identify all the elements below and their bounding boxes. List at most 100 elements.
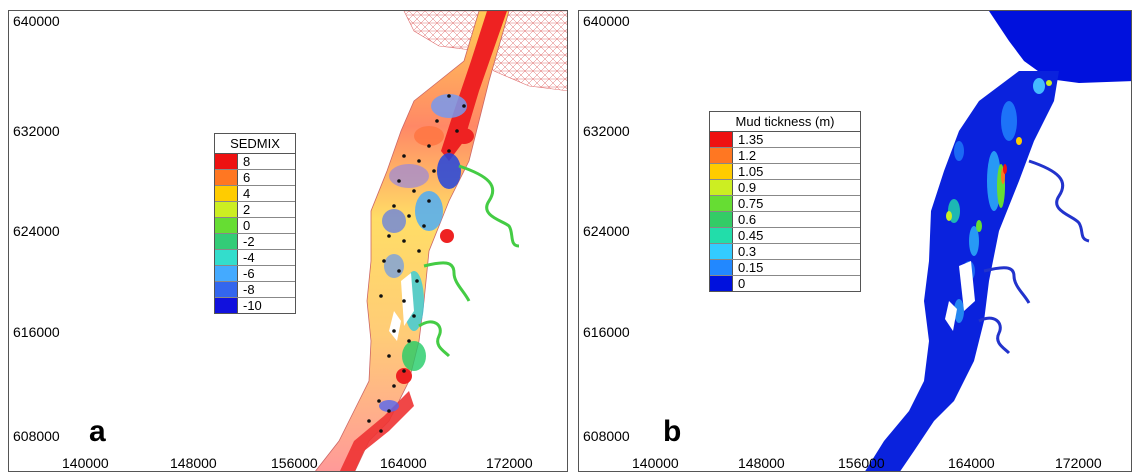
legend-label: 1.35 xyxy=(738,132,764,147)
legend-swatch xyxy=(710,132,733,147)
y-tick: 616000 xyxy=(13,324,60,340)
legend-swatch xyxy=(710,276,733,291)
panel-letter: b xyxy=(663,415,682,448)
legend-label: -10 xyxy=(243,298,262,313)
legend-swatch xyxy=(215,298,238,313)
y-tick: 624000 xyxy=(13,223,60,239)
main-channel xyxy=(441,11,507,161)
x-tick: 148000 xyxy=(738,455,785,471)
legend-entry: 0 xyxy=(710,275,860,291)
legend-entry: -6 xyxy=(215,265,295,281)
y-tick: 608000 xyxy=(583,428,630,444)
legend-entry: 0.9 xyxy=(710,179,860,195)
x-tick: 172000 xyxy=(1055,455,1102,471)
legend-entry: 0.15 xyxy=(710,259,860,275)
legend-label: -4 xyxy=(243,250,255,265)
legend-label: -6 xyxy=(243,266,255,281)
legend-entry: 0.6 xyxy=(710,211,860,227)
legend-entry: 1.35 xyxy=(710,132,860,147)
y-tick: 640000 xyxy=(13,13,60,29)
legend-label: 8 xyxy=(243,154,251,169)
legend-label: 2 xyxy=(243,202,251,217)
panel-letter: a xyxy=(89,415,106,448)
lower-channel xyxy=(339,391,414,471)
x-tick: 148000 xyxy=(170,455,217,471)
legend-entry: 8 xyxy=(215,154,295,169)
legend-swatch xyxy=(710,180,733,195)
legend-swatch xyxy=(710,228,733,243)
tributary xyxy=(983,266,1031,304)
legend-swatch xyxy=(710,212,733,227)
y-tick: 632000 xyxy=(583,123,630,139)
legend-entry: 1.05 xyxy=(710,163,860,179)
legend-swatch xyxy=(710,196,733,211)
legend-entry: -4 xyxy=(215,249,295,265)
legend-label: 0.75 xyxy=(738,196,764,211)
legend-label: 1.05 xyxy=(738,164,764,179)
legend-rows: 1.35 1.2 1.05 0.9 0.75 0.6 0.45 0.3 0.15… xyxy=(710,132,860,291)
legend-label: 0 xyxy=(243,218,251,233)
legend-label: 4 xyxy=(243,186,251,201)
estuary-map-b xyxy=(865,11,1131,471)
x-tick: 164000 xyxy=(380,455,427,471)
y-tick: 640000 xyxy=(583,13,630,29)
legend-entry: 4 xyxy=(215,185,295,201)
legend-swatch xyxy=(710,148,733,163)
legend-swatch xyxy=(710,244,733,259)
legend-swatch xyxy=(215,250,238,265)
tributary xyxy=(418,320,451,358)
x-tick: 156000 xyxy=(271,455,318,471)
x-tick: 140000 xyxy=(632,455,679,471)
legend-label: 0.3 xyxy=(738,244,757,259)
legend-entry: 0.45 xyxy=(710,227,860,243)
x-tick: 156000 xyxy=(838,455,885,471)
legend-label: 0.45 xyxy=(738,228,764,243)
legend-label: -8 xyxy=(243,282,255,297)
legend-label: 0.9 xyxy=(738,180,757,195)
y-tick: 632000 xyxy=(13,123,60,139)
legend-sedmix: SEDMIX 8 6 4 2 0 -2 -4 -6 -8 -10 xyxy=(214,133,296,314)
map-panel-a: 640000 632000 624000 616000 608000 a SED… xyxy=(8,10,568,472)
legend-label: 6 xyxy=(243,170,251,185)
legend-entry: 0.75 xyxy=(710,195,860,211)
legend-swatch xyxy=(710,164,733,179)
x-tick: 164000 xyxy=(948,455,995,471)
tributary xyxy=(1028,159,1090,243)
legend-label: 0.15 xyxy=(738,260,764,275)
legend-entry: 0 xyxy=(215,217,295,233)
legend-swatch xyxy=(215,234,238,249)
legend-swatch xyxy=(215,266,238,281)
legend-mud-thickness: Mud tickness (m) 1.35 1.2 1.05 0.9 0.75 … xyxy=(709,111,861,292)
legend-swatch xyxy=(215,282,238,297)
legend-label: 1.2 xyxy=(738,148,757,163)
legend-swatch xyxy=(215,170,238,185)
sample-points xyxy=(367,94,466,433)
legend-label: -2 xyxy=(243,234,255,249)
tributary xyxy=(458,164,520,248)
tributary xyxy=(978,316,1011,355)
legend-entry: -8 xyxy=(215,281,295,297)
bay xyxy=(989,11,1131,83)
legend-label: 0.6 xyxy=(738,212,757,227)
legend-swatch xyxy=(710,260,733,275)
legend-swatch xyxy=(215,186,238,201)
legend-entry: 2 xyxy=(215,201,295,217)
legend-entry: 0.3 xyxy=(710,243,860,259)
y-tick: 616000 xyxy=(583,324,630,340)
legend-label: 0 xyxy=(738,276,746,291)
tributary xyxy=(423,261,471,302)
estuary-map-a xyxy=(315,11,567,471)
y-tick: 608000 xyxy=(13,428,60,444)
x-tick: 172000 xyxy=(486,455,533,471)
x-tick: 140000 xyxy=(62,455,109,471)
y-tick: 624000 xyxy=(583,223,630,239)
legend-title: SEDMIX xyxy=(215,134,295,154)
legend-entry: 1.2 xyxy=(710,147,860,163)
legend-swatch xyxy=(215,154,238,169)
legend-rows: 8 6 4 2 0 -2 -4 -6 -8 -10 xyxy=(215,154,295,313)
legend-entry: -2 xyxy=(215,233,295,249)
legend-entry: -10 xyxy=(215,297,295,313)
legend-swatch xyxy=(215,202,238,217)
legend-title: Mud tickness (m) xyxy=(710,112,860,132)
legend-swatch xyxy=(215,218,238,233)
